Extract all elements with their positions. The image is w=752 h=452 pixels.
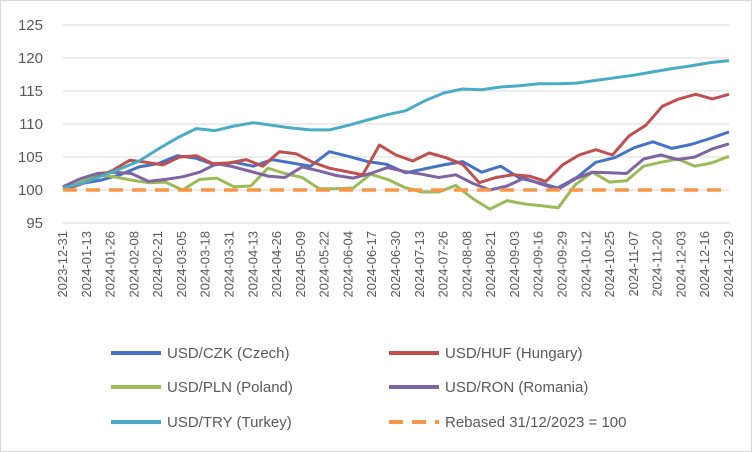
- series-line-usd-huf-hungary: [62, 92, 730, 192]
- gridlines: [63, 24, 729, 224]
- x-tick-label: 2024-01-13: [79, 231, 94, 298]
- legend-label: Rebased 31/12/2023 = 100: [445, 414, 626, 431]
- x-tick-label: 2024-04-13: [245, 231, 260, 298]
- x-tick-label: 2024-05-09: [293, 231, 308, 298]
- y-tick-label: 95: [26, 215, 43, 232]
- legend-label: USD/RON (Romania): [445, 379, 588, 396]
- series-line-usd-try-turkey: [62, 59, 730, 190]
- y-tick-label: 105: [18, 149, 43, 166]
- x-tick-label: 2024-03-05: [174, 231, 189, 298]
- x-tick-label: 2024-11-20: [650, 231, 665, 297]
- y-tick-label: 100: [18, 182, 43, 199]
- x-tick-label: 2024-06-04: [340, 231, 355, 298]
- legend-label: USD/PLN (Poland): [167, 379, 293, 396]
- x-tick-label: 2024-03-18: [198, 231, 213, 298]
- x-tick-label: 2023-12-31: [55, 231, 70, 298]
- legend-label: USD/HUF (Hungary): [445, 345, 583, 362]
- x-tick-label: 2024-05-22: [317, 231, 332, 298]
- x-tick-label: 2024-03-31: [222, 231, 237, 298]
- x-tick-label: 2024-08-21: [483, 231, 498, 298]
- legend-label: USD/TRY (Turkey): [167, 414, 292, 431]
- y-tick-label: 115: [19, 83, 43, 100]
- x-tick-label: 2024-12-16: [697, 231, 712, 298]
- y-axis-tick-labels: 95 100 105 110 115 120 125: [18, 17, 43, 232]
- x-tick-label: 2024-02-08: [126, 231, 141, 298]
- x-tick-label: 2024-10-25: [602, 231, 617, 298]
- series-line-usd-pln-poland: [62, 154, 730, 211]
- x-tick-label: 2024-11-07: [626, 231, 641, 297]
- x-tick-label: 2024-09-29: [555, 231, 570, 298]
- x-tick-label: 2024-09-03: [507, 231, 522, 298]
- legend: USD/CZK (Czech) USD/HUF (Hungary) USD/PLN …: [111, 345, 626, 431]
- y-tick-label: 120: [18, 50, 43, 67]
- x-tick-label: 2024-02-21: [150, 231, 165, 298]
- x-tick-label: 2024-04-26: [269, 231, 284, 298]
- x-tick-label: 2024-10-12: [578, 231, 593, 298]
- legend-label: USD/CZK (Czech): [167, 345, 290, 362]
- y-tick-label: 125: [18, 17, 43, 34]
- x-tick-label: 2024-06-17: [364, 231, 379, 298]
- series-lines: [62, 59, 730, 211]
- y-tick-label: 110: [19, 116, 43, 133]
- x-tick-label: 2024-12-29: [721, 231, 736, 298]
- x-axis-tick-labels: 2023-12-31 2024-01-13 2024-01-26 2024-02-08…: [55, 231, 736, 298]
- series-line-usd-ron-romania: [62, 142, 730, 192]
- x-tick-label: 2024-07-26: [436, 231, 451, 298]
- x-tick-label: 2024-06-30: [388, 231, 403, 298]
- x-tick-label: 2024-09-16: [531, 231, 546, 298]
- x-tick-label: 2024-01-26: [103, 231, 118, 298]
- x-tick-label: 2024-08-08: [459, 231, 474, 298]
- x-tick-label: 2024-07-13: [412, 231, 427, 298]
- x-tick-label: 2024-12-03: [673, 231, 688, 298]
